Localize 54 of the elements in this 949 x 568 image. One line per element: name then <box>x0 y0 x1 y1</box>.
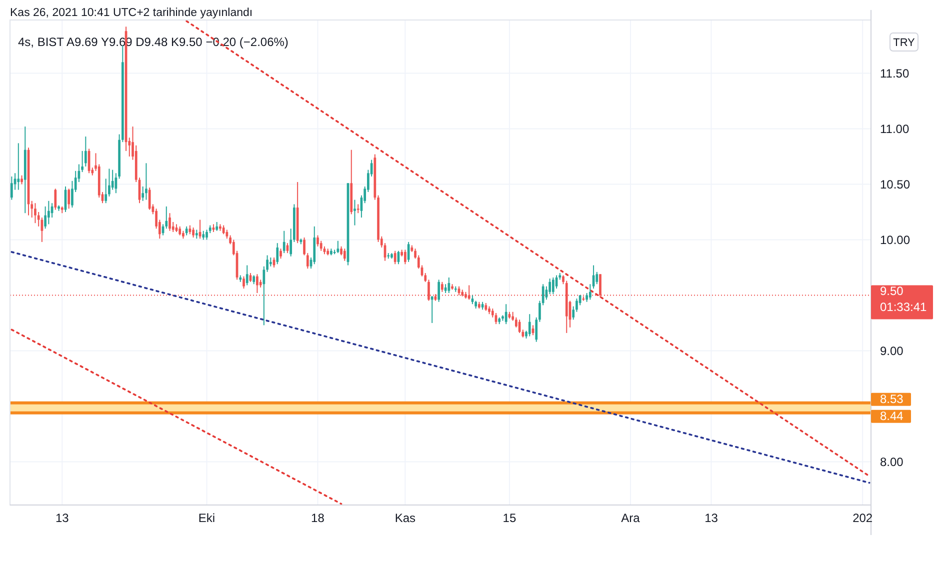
x-tick-label: 15 <box>502 511 516 525</box>
candlestick <box>336 240 340 254</box>
text: 01:33:41 <box>880 300 928 314</box>
chart-subtitle: Kas 26, 2021 10:41 UTC+2 tarihinde yayınlandı <box>10 7 253 19</box>
candlestick <box>272 257 276 268</box>
ref-line-label: 9.50 <box>880 284 904 298</box>
x-tick-label: Eki <box>198 511 216 525</box>
candlestick <box>320 240 322 252</box>
y-tick-label: 10.50 <box>880 177 910 192</box>
candlestick <box>54 188 57 210</box>
candlestick <box>404 249 406 265</box>
candlestick <box>528 314 531 337</box>
x-tick-label: 13 <box>55 511 70 525</box>
text: TRY <box>893 37 916 49</box>
candlestick <box>276 242 279 265</box>
ref-line-label: 8.44 <box>880 408 904 423</box>
candlestick <box>280 248 282 260</box>
candlestick <box>316 234 319 247</box>
y-tick-label: 11.00 <box>880 122 910 136</box>
x-tick-label: Ara <box>621 511 640 525</box>
candlestick <box>192 227 194 238</box>
candlestick <box>17 142 20 190</box>
candlestick <box>588 284 592 300</box>
candlestick <box>578 294 582 306</box>
candlestick <box>430 296 434 324</box>
candlestick <box>504 304 508 325</box>
x-tick-label: 202 <box>852 511 873 525</box>
candlestick <box>206 229 208 240</box>
candlestick <box>48 200 50 225</box>
candlestick <box>145 162 148 200</box>
candlestick <box>448 276 450 294</box>
candlestick <box>246 264 248 286</box>
candlestick <box>394 250 396 265</box>
candlestick <box>168 212 171 232</box>
x-tick-label: 13 <box>704 511 718 525</box>
candlestick <box>10 176 13 200</box>
candlestick <box>148 187 151 210</box>
candlestick <box>282 230 286 254</box>
candlestick <box>438 279 440 302</box>
candlestick <box>34 202 36 224</box>
candlestick <box>111 169 114 190</box>
candlestick <box>343 248 346 262</box>
y-tick-label: 10.00 <box>880 232 910 247</box>
y-tick-label: 8.00 <box>880 454 904 469</box>
candlestick <box>441 281 444 292</box>
ref-line-label: 8.53 <box>880 392 904 406</box>
candlestick <box>354 199 356 226</box>
x-tick-label: 18 <box>311 511 325 525</box>
y-tick-label: 11.50 <box>880 66 910 80</box>
candlestick <box>242 276 245 290</box>
candlestick <box>68 188 70 210</box>
x-tick-label: Kas <box>394 511 416 525</box>
candlestick <box>552 276 554 295</box>
y-tick-label: 9.00 <box>880 344 904 358</box>
